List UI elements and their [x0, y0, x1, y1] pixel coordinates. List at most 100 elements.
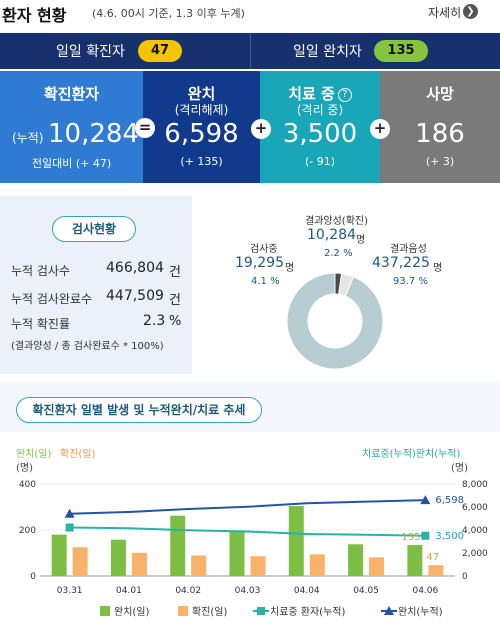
- bar-confirmed: [428, 565, 444, 576]
- left-axis-label-confirmed: 확진(일): [60, 449, 96, 460]
- right-tick-label: 8,000: [462, 480, 488, 490]
- pie-testing-value: 19,295: [235, 255, 284, 271]
- x-tick-label: 04.05: [353, 586, 379, 596]
- pie-testing-label: 검사중: [250, 244, 278, 255]
- treating-marker: [421, 531, 430, 540]
- legend-label: 치료중 환자(누적): [270, 606, 345, 618]
- legend-swatch: [178, 606, 188, 616]
- left-tick-label: 200: [19, 526, 36, 536]
- bar-released: [348, 544, 364, 576]
- question-icon[interactable]: ?: [337, 88, 352, 102]
- card-confirmed-delta: 전일대비 (+ 47): [31, 157, 112, 170]
- card-treating-subtitle: (격리 중): [296, 103, 344, 117]
- test-rate-note: (결과양성 / 총 검사완료수 * 100%): [11, 341, 164, 352]
- card-deaths: 사망 186 (+ 3): [380, 71, 500, 183]
- pie-testing-pct: 4.1 %: [251, 276, 280, 287]
- trend-title: 확진환자 일별 발생 및 누적완치/치료 추세: [16, 397, 262, 423]
- bar-released: [407, 544, 423, 576]
- released-cum-marker: [420, 495, 431, 505]
- right-tick-label: 0: [462, 572, 468, 582]
- legend-label: 완치(누적): [398, 606, 443, 618]
- left-axis-unit: (명): [16, 463, 34, 474]
- card-released-delta: (+ 135): [180, 155, 223, 168]
- test-total-value: 466,804: [106, 260, 164, 276]
- card-deaths-title: 사망: [426, 85, 454, 103]
- page-header: 환자 현황 (4.6. 00시 기준, 1.3 이후 누계) 자세히 ❯: [0, 0, 500, 26]
- legend-marker: [257, 607, 265, 615]
- card-treating: 치료 중? (격리 중) 3,500 (- 91): [260, 71, 380, 183]
- bar-released: [51, 534, 67, 576]
- card-deaths-delta: (+ 3): [425, 155, 455, 168]
- card-released: 완치 (격리해제) 6,598 (+ 135): [143, 71, 260, 183]
- pie-negative-pct: 93.7 %: [393, 276, 428, 287]
- x-tick-label: 04.06: [412, 586, 438, 596]
- x-tick-label: 04.02: [175, 586, 201, 596]
- annotation-confirmed-day: 47: [426, 552, 439, 563]
- bar-released: [288, 506, 304, 576]
- bar-confirmed: [72, 547, 88, 576]
- test-completed-value: 447,509: [106, 288, 164, 304]
- bar-confirmed: [369, 557, 385, 576]
- page-title: 환자 현황: [2, 6, 67, 25]
- test-completed-label: 누적 검사완료수: [11, 292, 93, 306]
- status-cards: 확진환자 (누적) 10,284 전일대비 (+ 47) 완치 (격리해제) 6…: [0, 71, 500, 183]
- right-tick-label: 6,000: [462, 503, 488, 513]
- right-tick-label: 4,000: [462, 526, 488, 536]
- donut-slice: [286, 272, 384, 370]
- test-rate-value: 2.3: [143, 313, 166, 329]
- card-released-subtitle: (격리해제): [174, 103, 229, 117]
- plus-icon: +: [251, 119, 271, 139]
- daily-released-badge: 135: [374, 40, 428, 62]
- bar-confirmed: [250, 556, 266, 576]
- card-deaths-value: 186: [415, 119, 465, 149]
- card-released-value: 6,598: [164, 119, 239, 149]
- daily-released: 일일 완치자 135: [250, 33, 500, 69]
- card-treating-title-text: 치료 중: [288, 85, 335, 103]
- x-tick-label: 04.01: [116, 586, 142, 596]
- legend-label: 완치(일): [114, 606, 150, 618]
- card-treating-title: 치료 중?: [260, 83, 380, 104]
- treating-marker: [65, 523, 74, 532]
- test-donut-chart: [286, 272, 384, 370]
- card-confirmed-title: 확진환자: [43, 85, 100, 103]
- plus-icon: +: [370, 119, 390, 139]
- card-released-title: 완치: [187, 85, 216, 103]
- annotation-released-cum: 6,598: [435, 495, 464, 506]
- treating-line: [69, 526, 426, 537]
- bar-released: [229, 531, 245, 576]
- bar-released: [170, 515, 186, 576]
- daily-confirmed-badge: 47: [138, 40, 182, 62]
- pie-testing-unit: 명: [285, 263, 295, 274]
- test-total-label: 누적 검사수: [11, 264, 71, 278]
- x-tick-label: 04.03: [235, 586, 261, 596]
- daily-confirmed: 일일 확진자 47: [0, 33, 250, 69]
- daily-confirmed-label: 일일 확진자: [56, 44, 125, 60]
- daily-summary-bar: 일일 확진자 47 일일 완치자 135: [0, 33, 500, 69]
- pie-negative-value: 437,225: [372, 255, 430, 271]
- card-confirmed-value: 10,284: [48, 119, 139, 149]
- released-cum-marker: [64, 508, 75, 518]
- card-treating-delta: (- 91): [304, 155, 336, 168]
- page-subtitle: (4.6. 00시 기준, 1.3 이후 누계): [92, 7, 245, 20]
- more-link[interactable]: 자세히: [428, 6, 462, 20]
- daily-released-label: 일일 완치자: [293, 44, 362, 60]
- legend-label: 확진(일): [192, 606, 228, 618]
- test-completed-unit: 건: [169, 293, 181, 308]
- pie-positive-pct: 2.2 %: [324, 248, 353, 259]
- card-confirmed-prefix: (누적): [12, 131, 44, 145]
- left-tick-label: 400: [19, 480, 36, 490]
- legend-swatch: [100, 606, 110, 616]
- left-axis-label-released: 완치(일): [16, 449, 52, 460]
- chevron-right-icon[interactable]: ❯: [463, 4, 478, 19]
- x-tick-label: 03.31: [57, 586, 83, 596]
- pie-negative-unit: 명: [433, 263, 443, 274]
- bar-released: [110, 539, 126, 576]
- pie-negative-label: 결과음성: [390, 244, 427, 255]
- bar-confirmed: [309, 554, 325, 576]
- card-confirmed: 확진환자 (누적) 10,284 전일대비 (+ 47): [0, 71, 143, 183]
- equals-icon: =: [135, 118, 155, 138]
- trend-chart: 0 200 400 0 2,000 4,000 6,000 8,000 6,598 3,500 13…: [19, 480, 488, 618]
- card-treating-value: 3,500: [282, 119, 358, 149]
- released-cum-line: [69, 499, 426, 515]
- legend-marker: [384, 606, 394, 615]
